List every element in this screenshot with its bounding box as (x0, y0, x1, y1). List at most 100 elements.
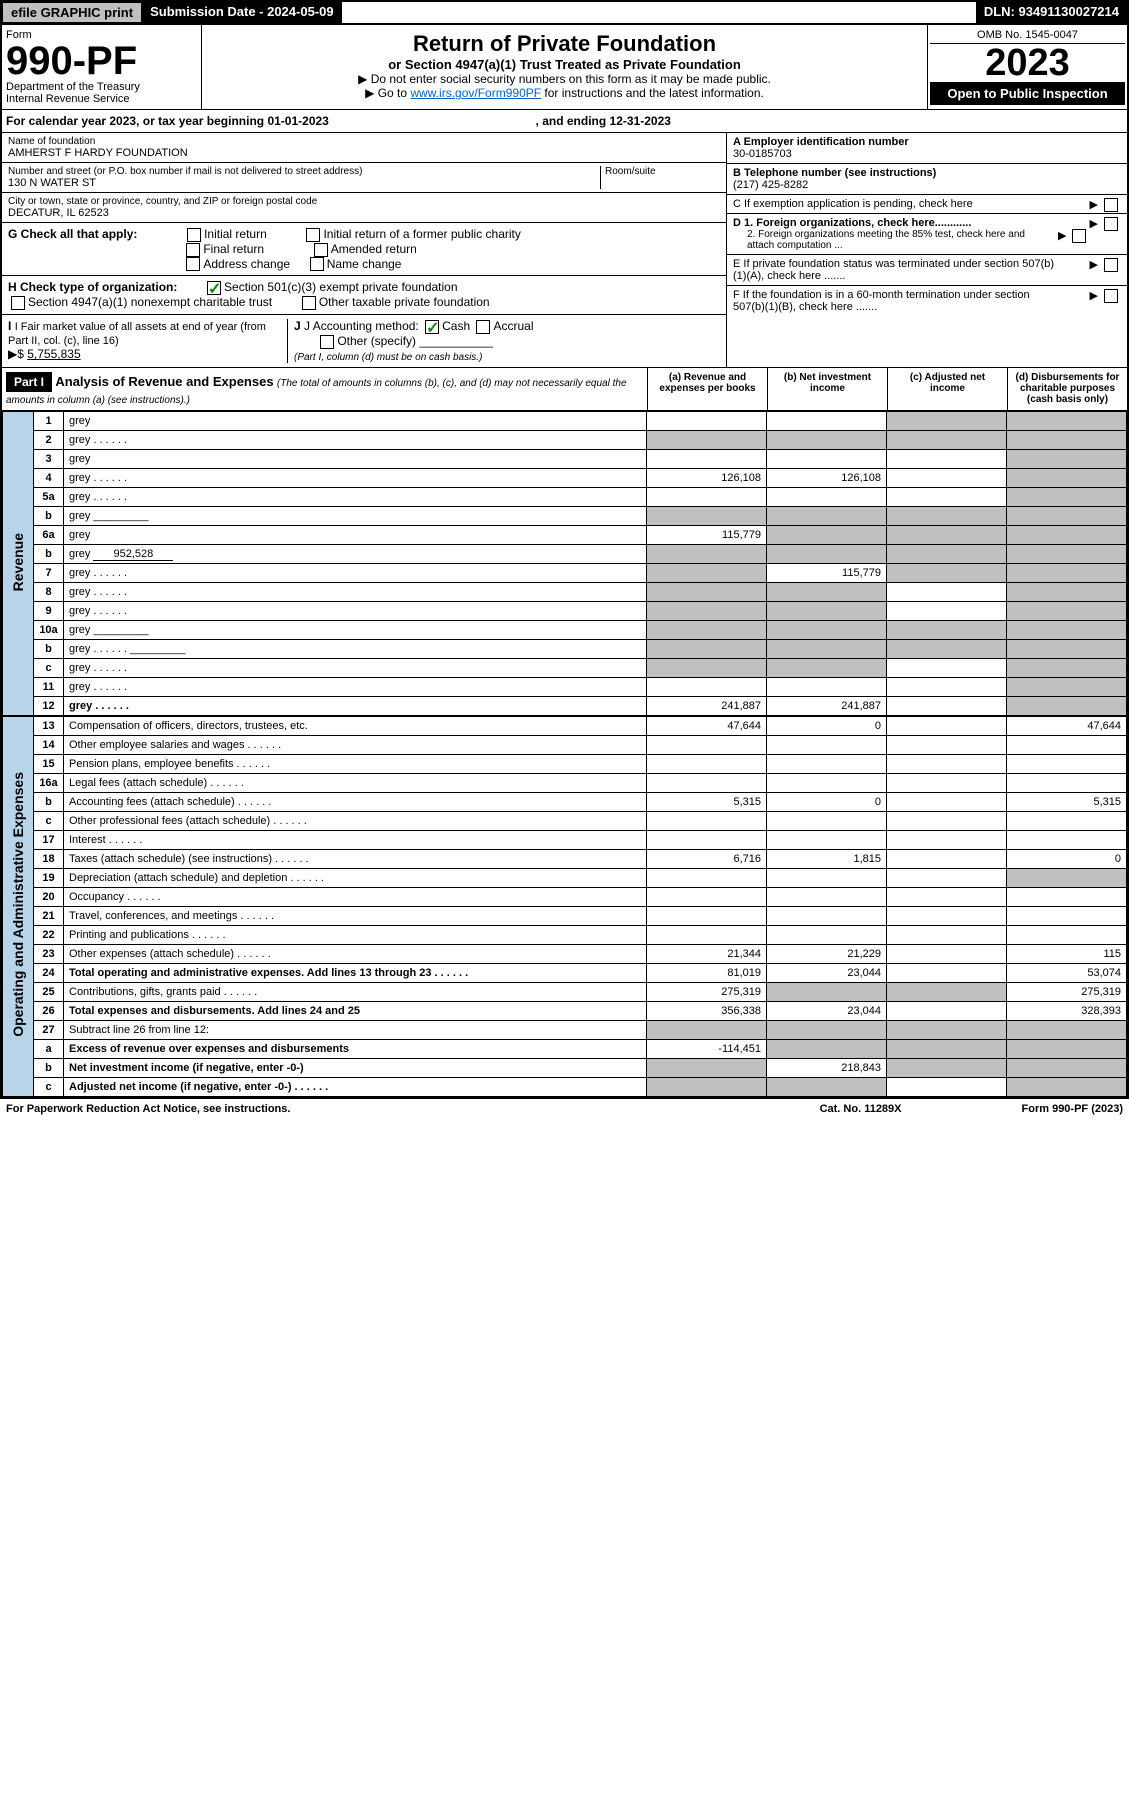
table-row: 20Occupancy . . . . . . (3, 887, 1127, 906)
f-cell: F If the foundation is in a 60-month ter… (727, 286, 1127, 316)
table-row: 3grey (3, 449, 1127, 468)
revenue-side-label: Revenue (3, 411, 34, 715)
table-row: 16aLegal fees (attach schedule) . . . . … (3, 773, 1127, 792)
table-row: 27Subtract line 26 from line 12: (3, 1020, 1127, 1039)
table-row: bgrey 952,528 (3, 544, 1127, 563)
table-row: 11grey . . . . . . (3, 677, 1127, 696)
paperwork-notice: For Paperwork Reduction Act Notice, see … (6, 1103, 290, 1115)
c-cell: C If exemption application is pending, c… (727, 195, 1127, 214)
table-row: 10agrey _________ (3, 620, 1127, 639)
table-row: Revenue1grey (3, 411, 1127, 430)
table-row: bgrey . . . . . . _________ (3, 639, 1127, 658)
col-b-head: (b) Net investment income (767, 368, 887, 410)
address-cell: Number and street (or P.O. box number if… (2, 163, 726, 193)
table-row: 14Other employee salaries and wages . . … (3, 735, 1127, 754)
checkbox-amended[interactable] (314, 243, 328, 257)
checkbox-d2[interactable] (1072, 229, 1086, 243)
fmv-value: 5,755,835 (27, 347, 80, 361)
table-row: 21Travel, conferences, and meetings . . … (3, 906, 1127, 925)
table-row: 26Total expenses and disbursements. Add … (3, 1001, 1127, 1020)
form-ref: Form 990-PF (2023) (1022, 1103, 1123, 1115)
table-row: 18Taxes (attach schedule) (see instructi… (3, 849, 1127, 868)
calendar-year-row: For calendar year 2023, or tax year begi… (2, 110, 1127, 133)
table-row: 15Pension plans, employee benefits . . .… (3, 754, 1127, 773)
col-c-head: (c) Adjusted net income (887, 368, 1007, 410)
table-row: 7grey . . . . . .115,779 (3, 563, 1127, 582)
form-number-box: Form 990-PF Department of the Treasury I… (2, 25, 202, 109)
ij-row: I I Fair market value of all assets at e… (2, 315, 726, 367)
checkbox-name-change[interactable] (310, 257, 324, 271)
form-subtitle: or Section 4947(a)(1) Trust Treated as P… (208, 57, 921, 72)
table-row: 25Contributions, gifts, grants paid . . … (3, 982, 1127, 1001)
instr-1: ▶ Do not enter social security numbers o… (208, 72, 921, 86)
checkbox-initial-former[interactable] (306, 228, 320, 242)
checkbox-e[interactable] (1104, 258, 1118, 272)
form-container: efile GRAPHIC print Submission Date - 20… (0, 0, 1129, 1099)
city-cell: City or town, state or province, country… (2, 193, 726, 223)
table-row: cAdjusted net income (if negative, enter… (3, 1077, 1127, 1096)
checkbox-4947[interactable] (11, 296, 25, 310)
table-row: 2grey . . . . . . (3, 430, 1127, 449)
form-title: Return of Private Foundation (208, 31, 921, 57)
tax-year: 2023 (930, 44, 1125, 82)
table-row: 8grey . . . . . . (3, 582, 1127, 601)
checkbox-d1[interactable] (1104, 217, 1118, 231)
table-row: Operating and Administrative Expenses13C… (3, 716, 1127, 735)
info-block: Name of foundation AMHERST F HARDY FOUND… (2, 133, 1127, 368)
h-row: H Check type of organization: Section 50… (2, 276, 726, 315)
table-row: 23Other expenses (attach schedule) . . .… (3, 944, 1127, 963)
part1-header: Part I Analysis of Revenue and Expenses … (2, 368, 1127, 411)
submission-date: Submission Date - 2024-05-09 (142, 2, 342, 23)
checkbox-other-taxable[interactable] (302, 296, 316, 310)
table-row: 5agrey . . . . . . (3, 487, 1127, 506)
phone-cell: B Telephone number (see instructions) (2… (727, 164, 1127, 195)
title-box: Return of Private Foundation or Section … (202, 25, 927, 109)
revenue-table: Revenue1grey2grey . . . . . .3grey4grey … (2, 411, 1127, 716)
irs-link[interactable]: www.irs.gov/Form990PF (410, 86, 541, 100)
table-row: 19Depreciation (attach schedule) and dep… (3, 868, 1127, 887)
checkbox-cash[interactable] (425, 320, 439, 334)
table-row: 4grey . . . . . .126,108126,108 (3, 468, 1127, 487)
dept-irs: Internal Revenue Service (6, 93, 197, 105)
d-cell: D 1. Foreign organizations, check here..… (727, 214, 1127, 255)
instr-2: ▶ Go to www.irs.gov/Form990PF for instru… (208, 86, 921, 100)
checkbox-initial-return[interactable] (187, 228, 201, 242)
e-cell: E If private foundation status was termi… (727, 255, 1127, 286)
col-d-head: (d) Disbursements for charitable purpose… (1007, 368, 1127, 410)
checkbox-address-change[interactable] (186, 257, 200, 271)
footer: For Paperwork Reduction Act Notice, see … (0, 1099, 1129, 1119)
checkbox-final-return[interactable] (186, 243, 200, 257)
table-row: 9grey . . . . . . (3, 601, 1127, 620)
table-row: 17Interest . . . . . . (3, 830, 1127, 849)
table-row: bNet investment income (if negative, ent… (3, 1058, 1127, 1077)
table-row: 24Total operating and administrative exp… (3, 963, 1127, 982)
table-row: aExcess of revenue over expenses and dis… (3, 1039, 1127, 1058)
col-a-head: (a) Revenue and expenses per books (647, 368, 767, 410)
efile-print-button[interactable]: efile GRAPHIC print (2, 2, 142, 23)
checkbox-accrual[interactable] (476, 320, 490, 334)
foundation-name-cell: Name of foundation AMHERST F HARDY FOUND… (2, 133, 726, 163)
dln: DLN: 93491130027214 (976, 2, 1127, 23)
checkbox-f[interactable] (1104, 289, 1118, 303)
ein-cell: A Employer identification number 30-0185… (727, 133, 1127, 164)
table-row: 22Printing and publications . . . . . . (3, 925, 1127, 944)
cat-no: Cat. No. 11289X (820, 1103, 902, 1115)
checkbox-c[interactable] (1104, 198, 1118, 212)
checkbox-other-method[interactable] (320, 335, 334, 349)
dept-treasury: Department of the Treasury (6, 81, 197, 93)
table-row: 6agrey115,779 (3, 525, 1127, 544)
table-row: 12grey . . . . . .241,887241,887 (3, 696, 1127, 715)
open-inspection: Open to Public Inspection (930, 82, 1125, 105)
expense-side-label: Operating and Administrative Expenses (3, 716, 34, 1096)
table-row: cgrey . . . . . . (3, 658, 1127, 677)
form-number: 990-PF (6, 39, 137, 83)
expense-table: Operating and Administrative Expenses13C… (2, 716, 1127, 1097)
table-row: cOther professional fees (attach schedul… (3, 811, 1127, 830)
g-row: G Check all that apply: Initial return I… (2, 223, 726, 276)
year-box: OMB No. 1545-0047 2023 Open to Public In… (927, 25, 1127, 109)
part1-label: Part I (6, 372, 52, 392)
topbar: efile GRAPHIC print Submission Date - 20… (2, 2, 1127, 25)
table-row: bgrey _________ (3, 506, 1127, 525)
header: Form 990-PF Department of the Treasury I… (2, 25, 1127, 110)
checkbox-501c3[interactable] (207, 281, 221, 295)
